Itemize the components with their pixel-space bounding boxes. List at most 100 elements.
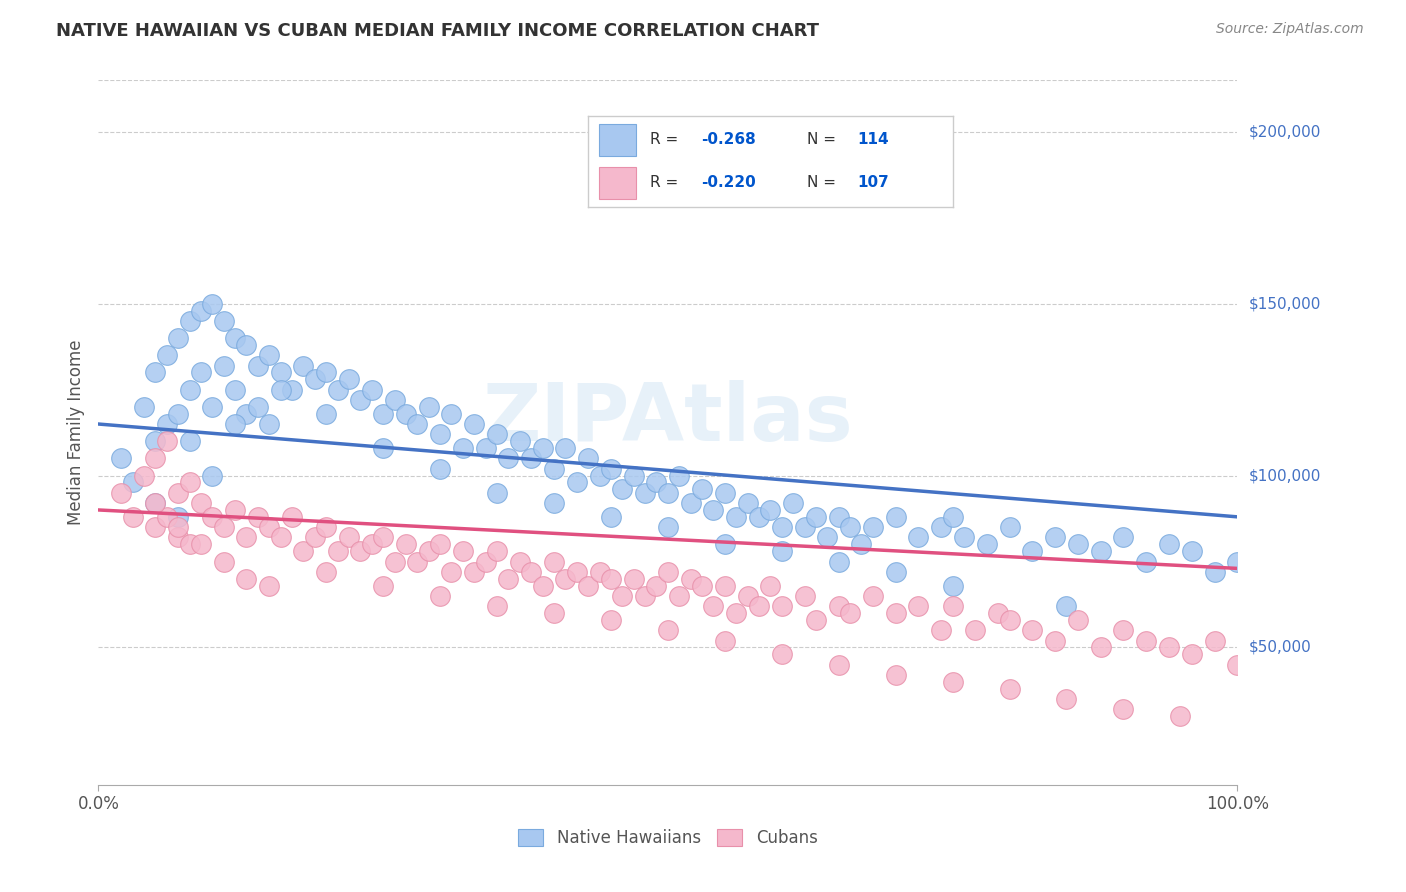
Point bbox=[418, 400, 440, 414]
Point bbox=[725, 509, 748, 524]
Point bbox=[770, 520, 793, 534]
Point bbox=[1157, 537, 1180, 551]
Point bbox=[657, 624, 679, 638]
Point bbox=[839, 606, 862, 620]
Point bbox=[714, 485, 737, 500]
Point bbox=[815, 531, 838, 545]
Point bbox=[486, 599, 509, 614]
Point bbox=[645, 475, 668, 490]
Point bbox=[326, 544, 349, 558]
Point bbox=[543, 606, 565, 620]
Text: $150,000: $150,000 bbox=[1249, 296, 1320, 311]
Point bbox=[770, 648, 793, 662]
Point bbox=[907, 531, 929, 545]
Point bbox=[1135, 555, 1157, 569]
Point bbox=[588, 468, 610, 483]
Point bbox=[839, 520, 862, 534]
Point bbox=[1067, 537, 1090, 551]
Point bbox=[565, 565, 588, 579]
Point bbox=[201, 468, 224, 483]
Point bbox=[929, 624, 952, 638]
Point bbox=[190, 366, 212, 380]
Point bbox=[440, 407, 463, 421]
Point bbox=[804, 509, 827, 524]
Point bbox=[190, 537, 212, 551]
Point bbox=[748, 509, 770, 524]
Point bbox=[145, 451, 167, 466]
Point bbox=[270, 531, 292, 545]
Point bbox=[884, 606, 907, 620]
Point bbox=[862, 589, 884, 603]
Point bbox=[1043, 531, 1066, 545]
Point bbox=[714, 578, 737, 592]
Point bbox=[486, 544, 509, 558]
Point bbox=[1112, 624, 1135, 638]
Point bbox=[1067, 613, 1090, 627]
Point bbox=[965, 624, 987, 638]
Point bbox=[474, 441, 496, 455]
Point bbox=[953, 531, 976, 545]
Point bbox=[1054, 692, 1078, 706]
Point bbox=[942, 674, 965, 689]
Point bbox=[406, 555, 429, 569]
Point bbox=[110, 451, 132, 466]
Point bbox=[804, 613, 827, 627]
Point bbox=[349, 392, 371, 407]
Point bbox=[657, 520, 679, 534]
Point bbox=[929, 520, 952, 534]
Point bbox=[770, 544, 793, 558]
Text: NATIVE HAWAIIAN VS CUBAN MEDIAN FAMILY INCOME CORRELATION CHART: NATIVE HAWAIIAN VS CUBAN MEDIAN FAMILY I… bbox=[56, 22, 820, 40]
Point bbox=[623, 572, 645, 586]
Point bbox=[315, 407, 337, 421]
Point bbox=[543, 461, 565, 475]
Point bbox=[1043, 633, 1066, 648]
Point bbox=[702, 599, 724, 614]
Point bbox=[531, 441, 554, 455]
Text: ZIPAtlas: ZIPAtlas bbox=[482, 379, 853, 458]
Point bbox=[520, 565, 543, 579]
Point bbox=[782, 496, 804, 510]
Point bbox=[702, 503, 724, 517]
Point bbox=[690, 483, 713, 497]
Point bbox=[714, 537, 737, 551]
Point bbox=[793, 520, 815, 534]
Point bbox=[498, 451, 520, 466]
Point bbox=[259, 520, 281, 534]
Point bbox=[737, 589, 759, 603]
Point bbox=[395, 537, 418, 551]
Point bbox=[600, 509, 623, 524]
Point bbox=[1054, 599, 1078, 614]
Point bbox=[1112, 702, 1135, 716]
Point bbox=[349, 544, 371, 558]
Point bbox=[793, 589, 815, 603]
Point bbox=[224, 417, 246, 431]
Point bbox=[145, 434, 167, 449]
Point bbox=[543, 496, 565, 510]
Point bbox=[224, 503, 246, 517]
Point bbox=[679, 496, 702, 510]
Point bbox=[212, 314, 235, 328]
Point bbox=[145, 366, 167, 380]
Point bbox=[259, 578, 281, 592]
Point bbox=[337, 531, 360, 545]
Point bbox=[315, 520, 337, 534]
Point bbox=[657, 565, 679, 579]
Point bbox=[634, 589, 657, 603]
Point bbox=[246, 400, 269, 414]
Point bbox=[998, 613, 1021, 627]
Point bbox=[1090, 640, 1112, 655]
Point bbox=[486, 427, 509, 442]
Point bbox=[884, 565, 907, 579]
Point bbox=[201, 509, 224, 524]
Text: Source: ZipAtlas.com: Source: ZipAtlas.com bbox=[1216, 22, 1364, 37]
Point bbox=[851, 537, 873, 551]
Point bbox=[565, 475, 588, 490]
Point bbox=[179, 537, 201, 551]
Point bbox=[440, 565, 463, 579]
Point bbox=[942, 509, 965, 524]
Point bbox=[110, 485, 132, 500]
Point bbox=[1226, 555, 1249, 569]
Point bbox=[1204, 565, 1226, 579]
Point bbox=[600, 572, 623, 586]
Point bbox=[554, 441, 576, 455]
